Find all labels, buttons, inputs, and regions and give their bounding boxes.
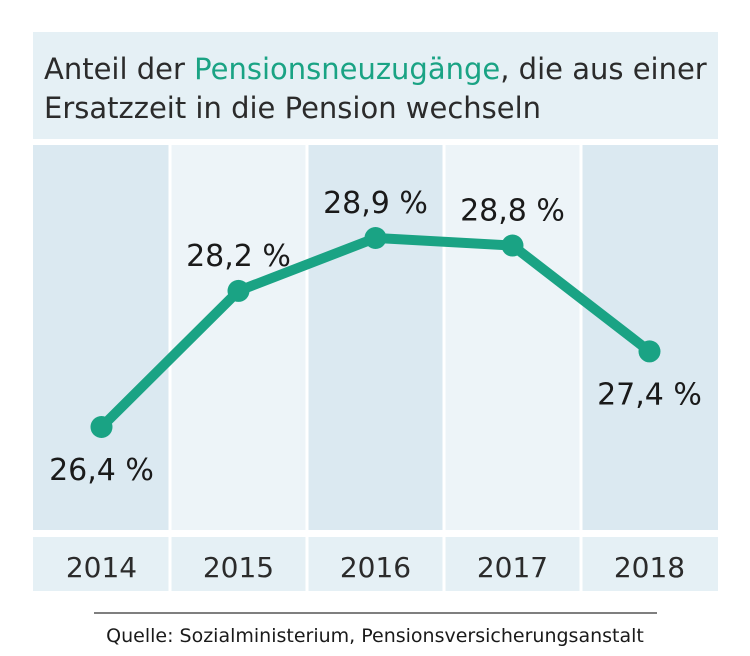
title-suffix: , die aus einer [500, 52, 707, 86]
chart-title-line-1: Anteil der Pensionsneuzugänge, die aus e… [44, 52, 707, 86]
series-1 [90, 227, 661, 438]
data-label-2018: 27,4 % [597, 377, 702, 412]
plot-column-2016 [308, 145, 443, 530]
data-point-2016 [364, 227, 387, 249]
x-axis-cells [33, 537, 718, 591]
data-label-2017: 28,8 % [460, 194, 565, 229]
x-tick-2016: 2016 [340, 551, 411, 584]
x-tick-2015: 2015 [203, 551, 274, 584]
title-highlight: Pensionsneuzugänge [194, 52, 500, 86]
source-note: Quelle: Sozialministerium, Pensionsversi… [106, 625, 644, 647]
data-point-2017 [501, 234, 524, 257]
x-axis-cell-2017 [445, 537, 580, 591]
x-axis-cell-2014 [33, 537, 169, 591]
x-axis-cell-2018 [582, 537, 718, 591]
x-tick-2017: 2017 [477, 551, 548, 584]
data-label-2015: 28,2 % [186, 239, 291, 274]
data-label-2016: 28,9 % [323, 186, 428, 221]
plot-column-2014 [33, 145, 169, 530]
title-panel [33, 32, 718, 139]
data-label-2014: 26,4 % [49, 453, 154, 488]
plot-columns [33, 145, 718, 530]
x-axis-cell-2015 [171, 537, 306, 591]
x-tick-2018: 2018 [614, 551, 685, 584]
chart-title-line-2: Ersatzzeit in die Pension wechseln [44, 91, 541, 125]
x-axis-tick-labels: 2014 2015 2016 2017 2018 [66, 551, 685, 584]
title-prefix: Anteil der [44, 52, 194, 86]
data-labels: 26,4 % 28,2 % 28,9 % 28,8 % 27,4 % [49, 186, 702, 488]
plot-column-2018 [582, 145, 718, 530]
x-axis-cell-2016 [308, 537, 443, 591]
data-point-2014 [90, 416, 113, 438]
data-point-2018 [638, 340, 661, 363]
plot-column-2017 [445, 145, 580, 530]
x-tick-2014: 2014 [66, 551, 137, 584]
data-point-2015 [227, 279, 250, 302]
